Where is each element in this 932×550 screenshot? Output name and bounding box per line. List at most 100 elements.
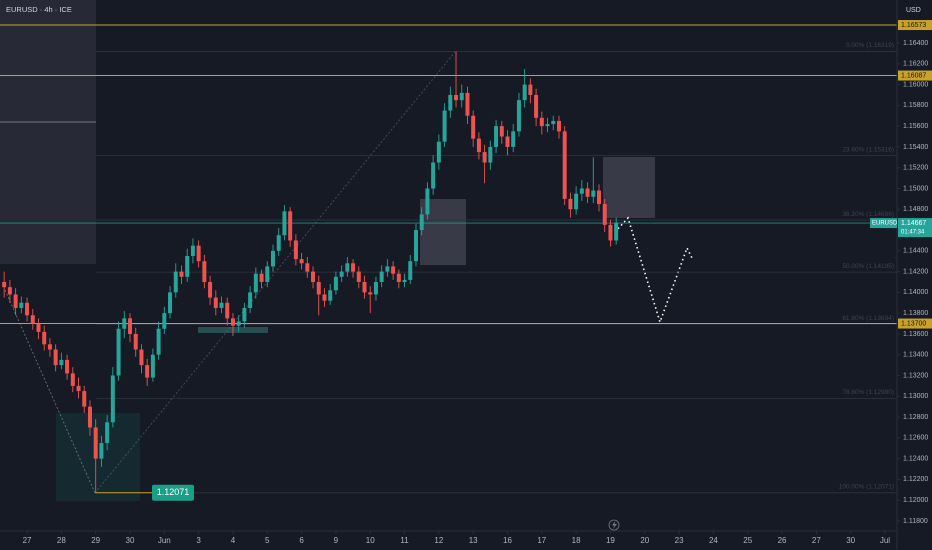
candle-body <box>13 294 18 308</box>
y-tick-label: 1.12600 <box>903 435 928 442</box>
candle-body <box>333 276 338 291</box>
candle-body <box>436 141 441 163</box>
candle-body <box>213 297 218 308</box>
event-icon[interactable] <box>608 519 620 531</box>
candle-body <box>545 124 550 127</box>
x-tick-label: 10 <box>366 536 375 545</box>
y-tick-label: 1.16200 <box>903 61 928 68</box>
low-marker-badge <box>152 484 194 501</box>
candle-body <box>579 188 584 194</box>
fib-level-label: 38.20% (1.14696) <box>842 211 894 218</box>
x-tick-label: 23 <box>675 536 684 545</box>
x-tick-label: 9 <box>334 536 339 545</box>
currency-label: USD <box>906 7 921 14</box>
candle-body <box>208 281 213 298</box>
x-tick-label: Jul <box>880 536 890 545</box>
candle-body <box>373 281 378 295</box>
candle-body <box>339 271 344 277</box>
plot-layer: 0.00% (1.16319) 23.60% (1.15316) 38.20% (1… <box>0 24 897 501</box>
x-tick-label: 18 <box>572 536 581 545</box>
chart-title: EURUSD · 4h · ICE <box>6 5 72 14</box>
symbol-label: EURUSD <box>872 221 898 227</box>
candle-body <box>76 385 81 392</box>
candle-body <box>150 354 155 378</box>
key-level-badge <box>898 318 932 329</box>
candle-body <box>539 117 544 127</box>
candle-body <box>162 313 167 329</box>
candle-body <box>574 193 579 210</box>
x-tick-label: Jun <box>158 536 171 545</box>
candle-body <box>608 224 613 241</box>
axis-layer: 1.16400 1.16200 1.16000 1.15800 1.15600 1.154… <box>23 20 932 545</box>
candle-body <box>568 198 573 210</box>
x-tick-label: 5 <box>265 536 270 545</box>
fib-level-label: 100.00% (1.12071) <box>839 484 894 491</box>
candle-body <box>551 120 556 125</box>
candle-body <box>459 92 464 101</box>
price-axis-bg <box>897 0 932 550</box>
candle-body <box>311 271 316 282</box>
y-tick-label: 1.14400 <box>903 248 928 255</box>
x-tick-label: 13 <box>469 536 478 545</box>
key-level-badge <box>898 20 932 31</box>
candle-body <box>82 391 87 407</box>
candle-body <box>42 331 47 345</box>
candle-body <box>482 152 487 163</box>
candle-body <box>196 245 201 262</box>
candle-body <box>293 240 298 260</box>
candle-body <box>494 126 499 147</box>
y-tick-label: 1.14200 <box>903 268 928 275</box>
x-tick-label: 19 <box>606 536 615 545</box>
candle-body <box>236 321 241 326</box>
candle-body <box>253 273 258 293</box>
candle-body <box>168 292 173 314</box>
candle-body <box>511 131 516 147</box>
candle-body <box>156 328 161 355</box>
candle-body <box>602 204 607 225</box>
candle-body <box>282 211 287 236</box>
y-tick-label: 1.16400 <box>903 40 928 47</box>
symbol-badge <box>870 218 897 229</box>
candle-body <box>230 318 235 326</box>
candle-body <box>288 211 293 241</box>
x-tick-label: 17 <box>537 536 546 545</box>
candle-body <box>362 281 367 293</box>
last-price-label: 1.14667 <box>901 220 926 227</box>
fib-level-label: 0.00% (1.16319) <box>846 42 894 49</box>
y-tick-label: 1.15800 <box>903 102 928 109</box>
x-tick-label: 30 <box>846 536 855 545</box>
candle-body <box>19 302 24 308</box>
candle-body <box>179 271 184 277</box>
candle-body <box>53 349 58 366</box>
candle-body <box>248 292 253 308</box>
candle-body <box>385 266 390 272</box>
candle-body <box>128 318 133 334</box>
x-tick-label: 30 <box>126 536 135 545</box>
x-tick-label: 29 <box>91 536 100 545</box>
candle-body <box>219 302 224 308</box>
candle-body <box>585 188 590 197</box>
candle-body <box>299 259 304 264</box>
x-tick-label: 25 <box>743 536 752 545</box>
candle-body <box>116 328 121 376</box>
candle-body <box>499 126 504 137</box>
candle-body <box>59 359 64 366</box>
candle-body <box>316 281 321 295</box>
candle-body <box>408 261 413 280</box>
candle-body <box>225 302 230 319</box>
candle-body <box>65 359 70 374</box>
candle-body <box>133 333 138 350</box>
candle-body <box>322 294 327 301</box>
key-level-label: 1.13700 <box>901 320 926 327</box>
candle-body <box>25 302 30 316</box>
x-tick-label: 12 <box>434 536 443 545</box>
x-tick-label: 26 <box>778 536 787 545</box>
y-tick-label: 1.13800 <box>903 310 928 317</box>
candle-body <box>465 92 470 116</box>
candle-body <box>516 100 521 132</box>
zone-rectangle <box>0 0 96 264</box>
candle-body <box>471 115 476 139</box>
y-tick-label: 1.12200 <box>903 476 928 483</box>
last-price-badge <box>898 218 932 238</box>
